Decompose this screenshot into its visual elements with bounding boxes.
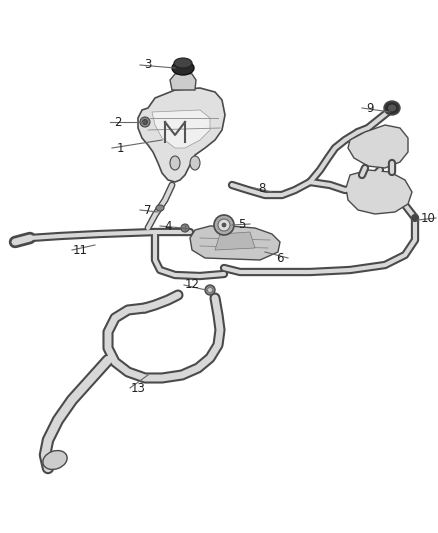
- Text: 8: 8: [258, 182, 266, 195]
- Polygon shape: [170, 72, 196, 90]
- Ellipse shape: [411, 214, 418, 222]
- Ellipse shape: [174, 58, 192, 68]
- Ellipse shape: [205, 285, 215, 295]
- Text: 5: 5: [238, 217, 246, 230]
- Text: 1: 1: [116, 141, 124, 155]
- Text: 13: 13: [131, 382, 145, 394]
- Ellipse shape: [222, 223, 226, 227]
- Polygon shape: [215, 232, 255, 250]
- Text: 7: 7: [144, 204, 152, 216]
- Polygon shape: [346, 170, 412, 214]
- Text: 9: 9: [366, 101, 374, 115]
- Text: 10: 10: [420, 212, 435, 224]
- Ellipse shape: [170, 156, 180, 170]
- Text: 3: 3: [144, 59, 152, 71]
- Text: 4: 4: [164, 220, 172, 232]
- Polygon shape: [348, 125, 408, 168]
- Ellipse shape: [384, 101, 400, 115]
- Text: 6: 6: [276, 252, 284, 264]
- Ellipse shape: [43, 450, 67, 470]
- Text: 11: 11: [73, 244, 88, 256]
- Polygon shape: [152, 110, 210, 148]
- Ellipse shape: [388, 104, 396, 112]
- Text: 12: 12: [184, 279, 199, 292]
- Ellipse shape: [214, 215, 234, 235]
- Polygon shape: [138, 88, 225, 182]
- Ellipse shape: [142, 119, 148, 125]
- Ellipse shape: [140, 117, 150, 127]
- Ellipse shape: [218, 219, 230, 231]
- Ellipse shape: [172, 61, 194, 75]
- Ellipse shape: [181, 224, 189, 232]
- Ellipse shape: [156, 205, 164, 211]
- Ellipse shape: [190, 156, 200, 170]
- Text: 2: 2: [114, 116, 122, 128]
- Polygon shape: [190, 226, 280, 260]
- Ellipse shape: [208, 287, 212, 293]
